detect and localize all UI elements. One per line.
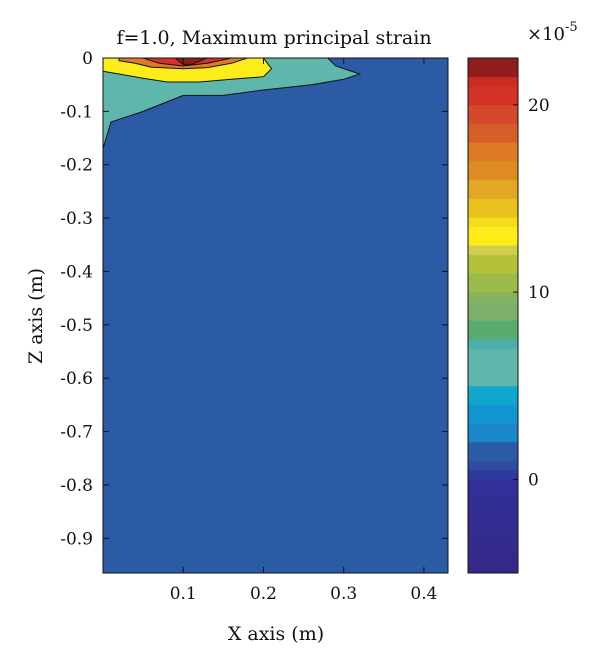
colorbar-band — [468, 535, 518, 555]
colorbar-bands — [468, 58, 518, 574]
colorbar-band — [468, 273, 518, 293]
colorbar-band — [468, 338, 518, 349]
plot-area — [102, 57, 449, 574]
colorbar-band — [468, 441, 518, 461]
colorbar-band — [468, 179, 518, 199]
colorbar-multiplier-base: ×10 — [527, 24, 565, 45]
colorbar-band — [468, 404, 518, 424]
colorbar-band — [468, 245, 518, 256]
colorbar-band — [468, 123, 518, 143]
y-axis-label: Z axis (m) — [25, 268, 47, 364]
y-tick-label: 0 — [82, 49, 93, 69]
colorbar-band — [468, 76, 518, 87]
y-tick-label: -0.4 — [60, 262, 93, 282]
x-tick-label: 0.3 — [330, 584, 357, 604]
colorbar-band — [468, 86, 518, 106]
colorbar-band — [468, 320, 518, 340]
colorbar-band — [468, 58, 518, 78]
colorbar-band — [468, 423, 518, 443]
colorbar-band — [468, 292, 518, 302]
chart-title: f=1.0, Maximum principal strain — [116, 27, 431, 49]
x-tick-label: 0.1 — [170, 584, 197, 604]
colorbar-band — [468, 254, 518, 274]
x-axis-label: X axis (m) — [228, 623, 324, 645]
y-tick-label: -0.1 — [60, 102, 93, 122]
colorbar-band — [468, 161, 518, 181]
y-tick-label: -0.6 — [60, 369, 93, 389]
colorbar-band — [468, 516, 518, 536]
colorbar-frame — [467, 57, 519, 574]
y-tick-label: -0.2 — [60, 156, 93, 176]
y-tick-label: -0.9 — [60, 529, 93, 549]
colorbar-band — [468, 498, 518, 518]
x-axis-ticks: 0.1 0.2 0.3 0.4 — [170, 58, 437, 604]
colorbar: 0 10 20 ×10-5 — [467, 20, 578, 574]
colorbar-band — [468, 301, 518, 321]
colorbar-band — [468, 348, 518, 387]
colorbar-multiplier: ×10-5 — [527, 20, 578, 45]
colorbar-tick-label: 10 — [528, 283, 550, 303]
colorbar-band — [468, 479, 518, 499]
colorbar-band — [468, 104, 518, 124]
y-tick-label: -0.8 — [60, 476, 93, 496]
y-axis-ticks: 0 -0.1 -0.2 -0.3 -0.4 -0.5 -0.6 -0.7 -0.8 -0.9 — [60, 49, 448, 549]
colorbar-band — [468, 554, 518, 574]
colorbar-ticks: 0 10 20 — [513, 96, 550, 490]
y-tick-label: -0.7 — [60, 423, 93, 443]
x-tick-label: 0.4 — [410, 584, 437, 604]
colorbar-band — [468, 385, 518, 405]
plot-background — [103, 58, 448, 573]
colorbar-tick-label: 0 — [528, 470, 539, 490]
y-tick-label: -0.5 — [60, 316, 93, 336]
plot-frame — [102, 57, 449, 574]
colorbar-band — [468, 142, 518, 162]
colorbar-band — [468, 460, 518, 471]
x-tick-label: 0.2 — [250, 584, 277, 604]
colorbar-band — [468, 226, 518, 246]
colorbar-band — [468, 198, 518, 218]
colorbar-band — [468, 217, 518, 227]
y-tick-label: -0.3 — [60, 209, 93, 229]
colorbar-tick-label: 20 — [528, 96, 550, 116]
colorbar-band — [468, 470, 518, 480]
colorbar-multiplier-exponent: -5 — [565, 20, 578, 35]
